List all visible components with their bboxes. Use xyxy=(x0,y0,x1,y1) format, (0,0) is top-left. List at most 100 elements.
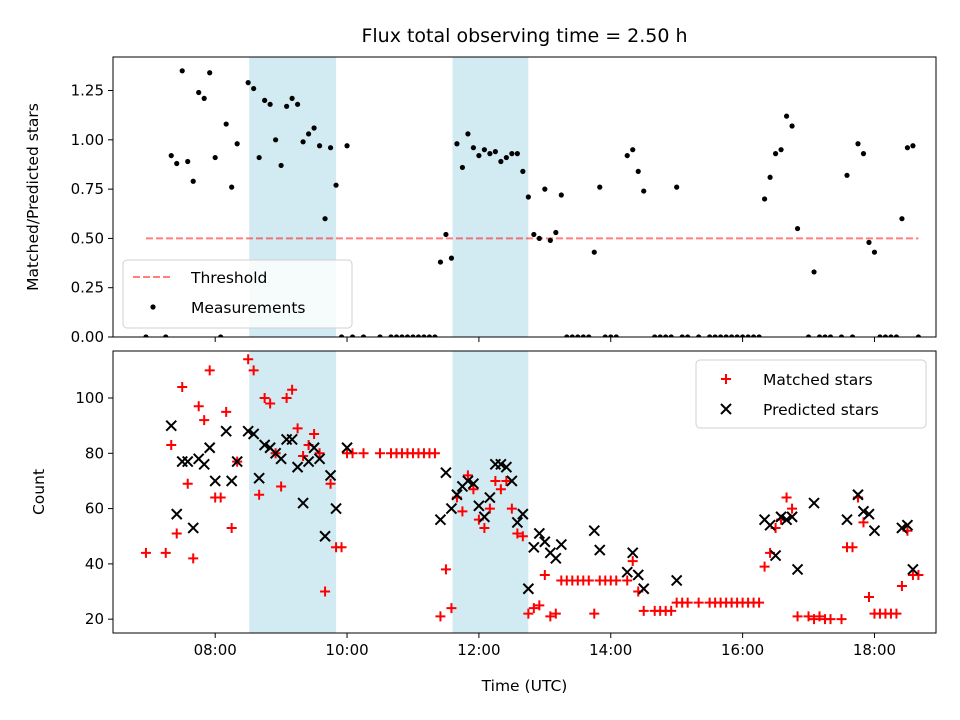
matched-point xyxy=(523,608,534,619)
predicted-point xyxy=(220,425,232,437)
measurement-point xyxy=(492,149,498,155)
measurement-point xyxy=(569,334,575,337)
measurement-point xyxy=(476,152,482,159)
count-panel: 20 40 60 80 100 08:00 10:00 12:00 14:00 16:00 18:0… xyxy=(75,350,937,659)
legend-predicted-swatch xyxy=(720,403,732,415)
matched-point xyxy=(809,614,820,625)
measurement-point xyxy=(207,70,213,76)
measurement-point xyxy=(393,334,400,337)
measurement-point xyxy=(893,334,900,337)
matched-point xyxy=(347,448,358,459)
matched-point xyxy=(863,592,874,603)
measurement-point xyxy=(674,184,680,190)
y-tick-label: 0.00 xyxy=(71,328,104,346)
measurement-point xyxy=(745,334,751,337)
matched-point xyxy=(896,581,907,591)
matched-point xyxy=(226,522,237,533)
measurement-point xyxy=(251,85,257,92)
observing-window-band xyxy=(452,351,529,633)
y-tick-label: 0.25 xyxy=(71,279,104,297)
matched-point xyxy=(336,542,347,553)
y-tick-label: 0.50 xyxy=(71,229,104,247)
measurement-point xyxy=(608,334,614,337)
measurement-point xyxy=(827,334,834,337)
matched-point xyxy=(166,440,177,450)
legend-box xyxy=(122,259,353,329)
y-tick-label: 80 xyxy=(85,444,104,462)
predicted-point xyxy=(478,511,491,523)
measurement-point xyxy=(143,334,149,337)
measurement-point xyxy=(668,334,674,337)
matched-point xyxy=(666,605,677,616)
predicted-point xyxy=(451,489,463,501)
measurement-point xyxy=(679,334,685,337)
measurement-point xyxy=(322,216,328,222)
matched-point xyxy=(177,381,188,392)
measurement-point xyxy=(190,178,196,184)
predicted-point xyxy=(253,472,265,484)
matched-point xyxy=(550,608,561,619)
matched-point xyxy=(358,448,369,459)
measurement-point xyxy=(514,151,520,157)
measurement-point xyxy=(564,334,570,337)
matched-point xyxy=(221,406,232,417)
predicted-point xyxy=(198,458,210,471)
measurement-point xyxy=(536,235,542,242)
measurement-point xyxy=(789,123,795,129)
matched-point xyxy=(858,517,869,528)
measurement-point xyxy=(256,154,262,161)
matched-point xyxy=(512,528,523,539)
measurement-point xyxy=(289,95,295,102)
predicted-point xyxy=(324,469,337,482)
measurement-point xyxy=(333,182,339,188)
matched-point xyxy=(248,365,259,376)
predicted-point xyxy=(764,519,776,531)
measurement-point xyxy=(267,101,273,107)
y-tick-label: 60 xyxy=(85,500,104,518)
matched-point xyxy=(314,448,325,459)
matched-point xyxy=(583,575,594,586)
matched-point xyxy=(254,489,265,500)
measurement-point xyxy=(294,101,301,107)
matched-point xyxy=(545,611,556,622)
predicted-point xyxy=(621,566,633,578)
predicted-point xyxy=(857,505,870,518)
predicted-point xyxy=(852,489,864,501)
predicted-point xyxy=(209,475,221,487)
legend-threshold-label: Threshold xyxy=(190,269,267,287)
measurement-point xyxy=(196,89,202,96)
matched-point xyxy=(847,542,858,553)
measurement-point xyxy=(525,194,531,200)
matched-point xyxy=(539,569,550,580)
predicted-point xyxy=(258,439,271,451)
measurement-point xyxy=(899,216,905,222)
measurement-point xyxy=(718,334,724,337)
matched-point xyxy=(517,531,528,542)
measurement-point xyxy=(399,334,405,337)
predicted-point xyxy=(467,477,480,490)
measurement-point xyxy=(327,145,334,151)
y-tick-label: 1.00 xyxy=(71,131,104,149)
measurement-point xyxy=(229,184,235,190)
matched-point xyxy=(781,492,792,503)
matched-point xyxy=(589,608,600,619)
x-tick-label: 12:00 xyxy=(457,641,500,659)
predicted-point xyxy=(225,475,238,487)
observing-window-band xyxy=(452,57,529,337)
predicted-point xyxy=(533,527,546,540)
matched-point xyxy=(759,561,770,572)
predicted-point xyxy=(484,491,496,504)
measurement-point xyxy=(470,145,477,151)
predicted-point xyxy=(780,513,793,526)
matched-point xyxy=(814,611,825,622)
matched-point xyxy=(891,608,902,619)
measurement-point xyxy=(866,239,872,245)
predicted-point xyxy=(302,455,315,468)
predicted-point xyxy=(539,536,551,548)
matched-point xyxy=(803,611,814,622)
matched-point xyxy=(171,528,182,539)
measurement-point xyxy=(778,147,784,153)
predicted-point xyxy=(528,541,540,554)
matched-point xyxy=(534,600,545,611)
matched-point xyxy=(309,428,320,439)
